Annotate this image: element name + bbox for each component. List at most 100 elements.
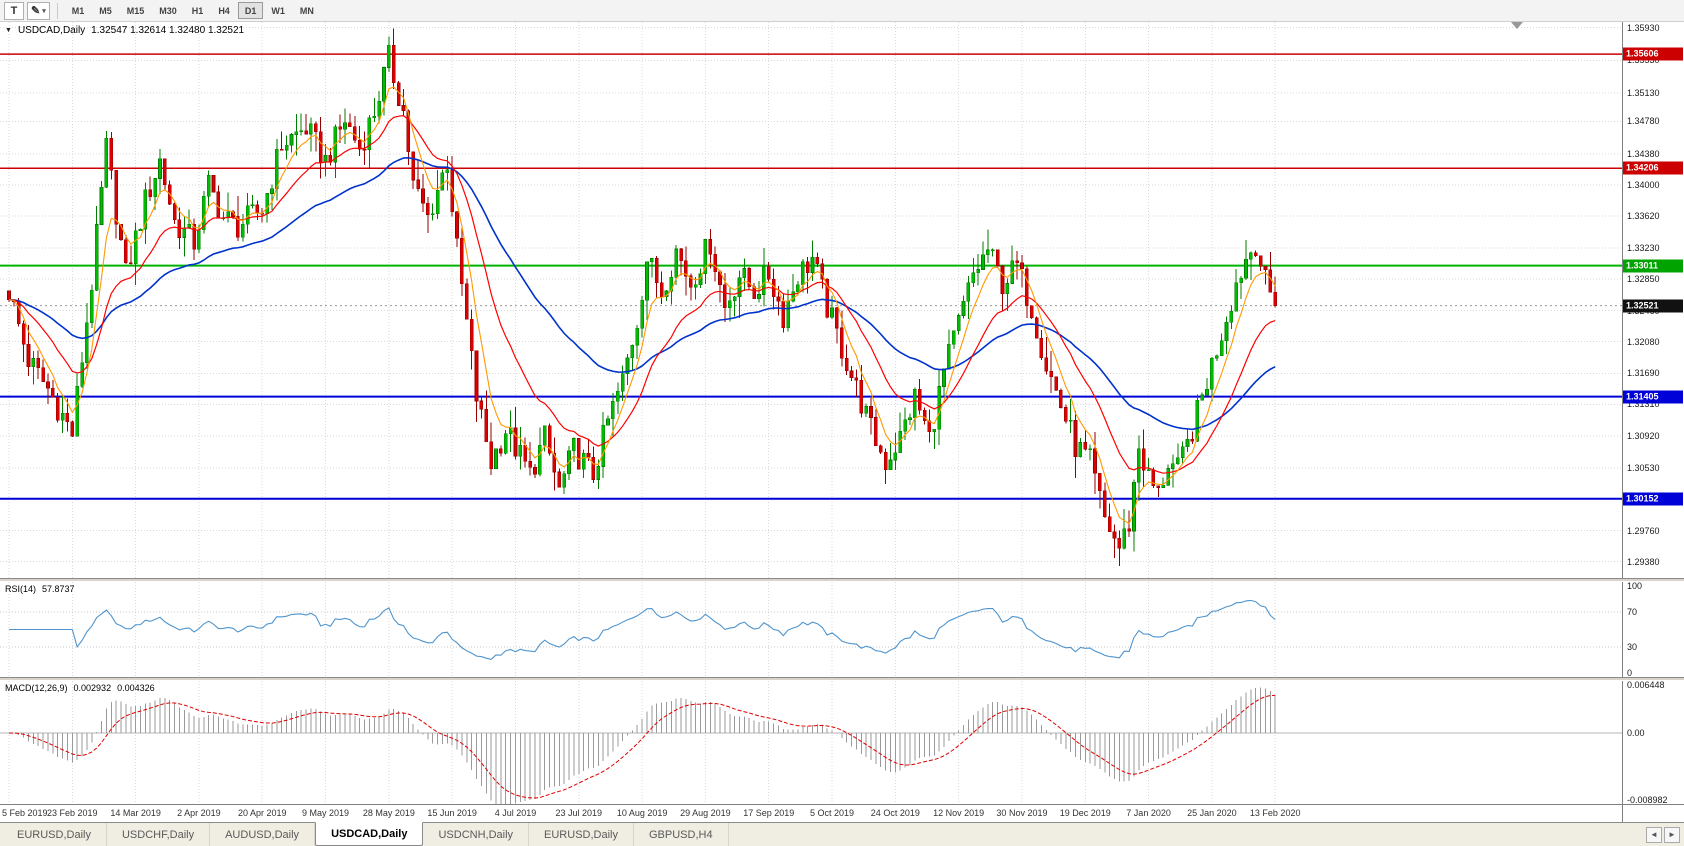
tab-eurusd-daily[interactable]: EURUSD,Daily: [529, 823, 634, 846]
date-axis-label: 5 Feb 2019: [2, 808, 48, 818]
date-axis-label: 29 Aug 2019: [680, 808, 731, 818]
date-axis-label: 24 Oct 2019: [870, 808, 920, 818]
price-axis-label: 1.32850: [1627, 273, 1660, 284]
level-price-tag: 1.31405: [1623, 390, 1683, 404]
tab-eurusd-daily[interactable]: EURUSD,Daily: [2, 823, 107, 846]
date-axis-label: 19 Dec 2019: [1059, 808, 1111, 818]
price-axis-label: 1.33230: [1627, 242, 1660, 253]
rsi-panel-row: RSI(14) 57.8737 100 70 30 0: [0, 582, 1684, 677]
timeframe-button-h1[interactable]: H1: [191, 5, 204, 16]
rsi-value: 57.8737: [42, 584, 75, 594]
macd-panel-row: MACD(12,26,9) 0.002932 0.004326 0.006448…: [0, 681, 1684, 804]
level-price-tag: 1.30152: [1623, 492, 1683, 506]
tab-gbpusd-h4[interactable]: GBPUSD,H4: [634, 823, 729, 846]
macd-axis-label: -0.008982: [1627, 795, 1668, 804]
price-axis-label: 1.30920: [1627, 431, 1660, 442]
panel-divider[interactable]: [0, 677, 1684, 681]
rsi-axis-label: 70: [1627, 607, 1638, 618]
chart-tabs-bar: EURUSD,Daily USDCHF,Daily AUDUSD,Daily USDC…: [0, 822, 1684, 846]
timeframe-button-m1[interactable]: M1: [71, 5, 85, 16]
price-axis-label: 1.29380: [1627, 556, 1660, 567]
date-axis-label: 12 Nov 2019: [933, 808, 985, 818]
tab-audusd-daily[interactable]: AUDUSD,Daily: [210, 823, 316, 846]
date-axis-label: 23 Jul 2019: [555, 808, 603, 818]
chart-title: ▼ USDCAD,Daily 1.32547 1.32614 1.32480 1…: [5, 25, 244, 36]
price-axis-label: 1.32080: [1627, 336, 1660, 347]
rsi-name: RSI(14): [5, 584, 37, 594]
tab-scroll-buttons: ◄ ►: [1642, 823, 1684, 846]
rsi-plot[interactable]: RSI(14) 57.8737: [0, 582, 1622, 677]
rsi-axis[interactable]: 100 70 30 0: [1622, 582, 1684, 677]
price-axis-label: 1.33620: [1627, 211, 1660, 222]
price-axis-label: 1.34380: [1627, 149, 1660, 160]
price-axis-label: 1.34000: [1627, 180, 1660, 191]
chart-symbol-label: USDCAD,Daily: [17, 25, 86, 36]
toolbar-separator: [56, 2, 58, 19]
macd-axis-label: 0.00: [1627, 728, 1645, 739]
timeframe-button-w1[interactable]: W1: [271, 5, 285, 16]
timeframe-button-mn[interactable]: MN: [299, 5, 314, 16]
date-axis-label: 17 Sep 2019: [743, 808, 795, 818]
tab-usdchf-daily[interactable]: USDCHF,Daily: [107, 823, 211, 846]
macd-plot[interactable]: MACD(12,26,9) 0.002932 0.004326: [0, 681, 1622, 804]
timeframe-button-d1[interactable]: D1: [237, 2, 264, 19]
main-price-axis[interactable]: 1.359301.355301.351301.347801.343801.340…: [1622, 22, 1684, 578]
date-axis-label: 28 May 2019: [362, 808, 415, 818]
macd-axis[interactable]: 0.006448 0.00 -0.008982: [1622, 681, 1684, 804]
price-axis-label: 1.35130: [1627, 87, 1660, 98]
price-axis-label: 1.35930: [1627, 22, 1660, 33]
main-chart-row: ▼ USDCAD,Daily 1.32547 1.32614 1.32480 1…: [0, 22, 1684, 578]
macd-label: MACD(12,26,9) 0.002932 0.004326: [5, 683, 155, 693]
date-axis-label: 25 Jan 2020: [1187, 808, 1237, 818]
date-axis-label: 4 Jul 2019: [494, 808, 537, 818]
timeframe-button-m5[interactable]: M5: [99, 5, 112, 16]
rsi-axis-label: 100: [1627, 582, 1643, 591]
chart-tabs: EURUSD,Daily USDCHF,Daily AUDUSD,Daily USDC…: [2, 822, 729, 846]
price-axis-label: 1.29760: [1627, 525, 1660, 536]
macd-value-2: 0.004326: [117, 683, 155, 693]
text-tool-button[interactable]: T: [4, 1, 24, 20]
timeframe-toolbar: M1 M5 M15 M30 H1 H4 D1 W1 MN: [65, 2, 321, 19]
top-toolbar: T ✎ ▾ M1 M5 M15 M30 H1 H4 D1 W1 MN: [0, 0, 1684, 22]
date-axis-label: 14 Mar 2019: [110, 808, 161, 818]
tab-scroll-left-icon[interactable]: ◄: [1646, 826, 1662, 843]
chart-ohlc-values: 1.32547 1.32614 1.32480 1.32521: [91, 25, 245, 36]
date-axis-label: 15 Jun 2019: [427, 808, 477, 818]
main-chart-plot[interactable]: ▼ USDCAD,Daily 1.32547 1.32614 1.32480 1…: [0, 22, 1622, 578]
level-price-tag: 1.34206: [1623, 161, 1683, 175]
tab-usdcnh-daily[interactable]: USDCNH,Daily: [423, 823, 530, 846]
toolbar-tools: T ✎ ▾: [4, 1, 50, 20]
axis-corner: [1622, 805, 1684, 822]
macd-value-1: 0.002932: [73, 683, 112, 693]
timeframe-button-h4[interactable]: H4: [218, 5, 230, 16]
rsi-axis-label: 30: [1627, 641, 1638, 652]
price-axis-label: 1.31690: [1627, 368, 1660, 379]
rsi-label: RSI(14) 57.8737: [5, 584, 75, 594]
panel-divider[interactable]: [0, 578, 1684, 582]
macd-axis-label: 0.006448: [1627, 681, 1665, 690]
price-axis-label: 1.31310: [1627, 399, 1660, 410]
level-price-tag: 1.35606: [1623, 47, 1683, 61]
timeframe-button-m15[interactable]: M15: [126, 5, 145, 16]
tab-scroll-right-icon[interactable]: ►: [1664, 826, 1680, 843]
date-axis-label: 13 Feb 2020: [1249, 808, 1301, 818]
draw-tool-button[interactable]: ✎ ▾: [27, 1, 50, 20]
date-axis-row: 5 Feb 2019 23 Feb 2019 14 Mar 2019 2 Apr 20…: [0, 804, 1684, 822]
date-axis-label: 20 Apr 2019: [237, 808, 287, 818]
date-axis[interactable]: 5 Feb 2019 23 Feb 2019 14 Mar 2019 2 Apr 20…: [0, 805, 1622, 822]
date-axis-label: 9 May 2019: [302, 808, 350, 818]
level-price-tag: 1.33011: [1623, 259, 1683, 273]
date-axis-label: 7 Jan 2020: [1126, 808, 1171, 818]
timeframe-button-m30[interactable]: M30: [159, 5, 177, 16]
price-axis-label: 1.34780: [1627, 116, 1660, 127]
chart-dropdown-icon[interactable]: ▼: [5, 27, 12, 34]
date-axis-label: 23 Feb 2019: [47, 808, 98, 818]
dropdown-caret-icon: ▾: [42, 7, 46, 15]
date-axis-label: 5 Oct 2019: [810, 808, 855, 818]
date-axis-label: 10 Aug 2019: [616, 808, 668, 818]
tab-usdcad-daily[interactable]: USDCAD,Daily: [315, 822, 424, 846]
rsi-axis-label: 0: [1627, 668, 1633, 677]
current-price-tag: 1.32521: [1623, 299, 1683, 313]
date-axis-label: 30 Nov 2019: [996, 808, 1048, 818]
